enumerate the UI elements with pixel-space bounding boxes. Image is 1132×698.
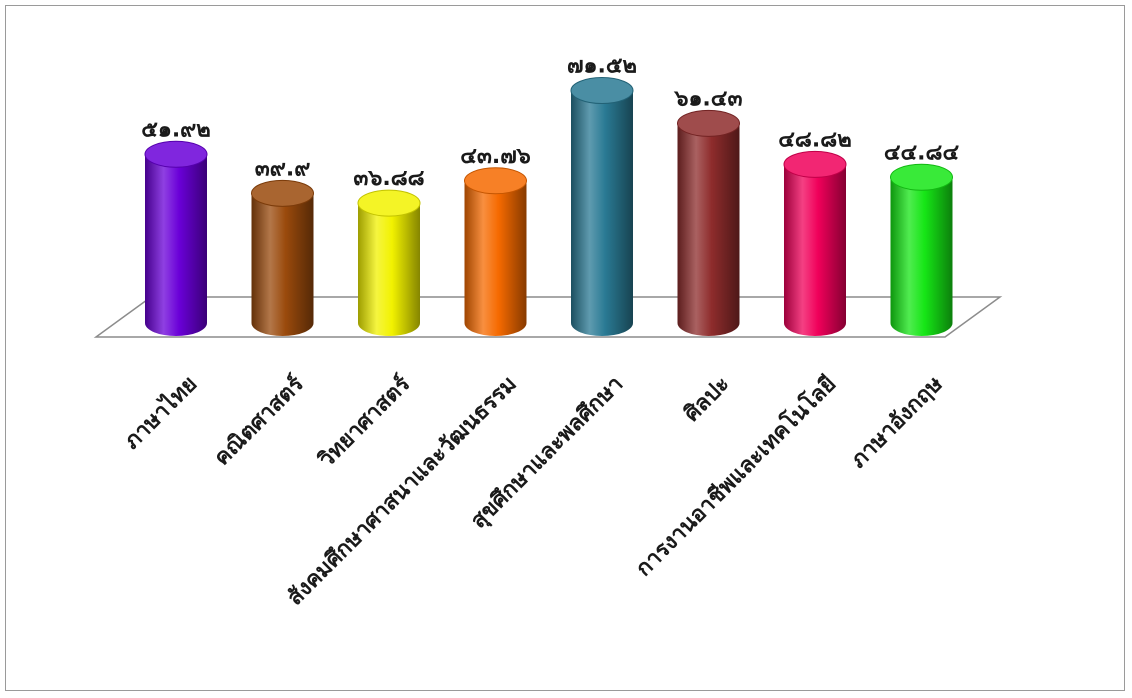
category-label: ภาษาไทย <box>118 370 202 454</box>
bar <box>144 140 208 336</box>
chart-frame <box>5 5 1125 691</box>
bar-body <box>251 193 314 337</box>
bar <box>890 163 953 337</box>
data-label: ๓๙.๙ <box>255 156 311 181</box>
bar-top <box>357 189 421 217</box>
data-label: ๔๔.๘๔ <box>884 140 960 165</box>
bars-group <box>144 77 953 337</box>
bar-top <box>251 179 314 207</box>
category-label: ภาษาอังกฤษ <box>846 371 948 473</box>
bar-top <box>783 150 847 178</box>
data-label: ๓๖.๘๘ <box>353 166 424 191</box>
bar <box>570 77 634 336</box>
data-label: ๔๘.๘๒ <box>778 127 851 152</box>
bar-top <box>890 163 953 191</box>
bar-body <box>890 177 953 337</box>
bar <box>357 189 421 336</box>
category-labels-group: ภาษาไทย คณิตศาสตร์ วิทยาศาสตร์สังคมศึกษาศา… <box>118 370 948 610</box>
bar-body <box>145 154 207 336</box>
category-label: คณิตศาสตร์ <box>209 371 309 471</box>
bar-body <box>358 203 420 336</box>
bar <box>464 167 527 336</box>
data-label: ๕๑.๙๒ <box>141 117 211 142</box>
category-label: วิทยาศาสตร์ <box>313 371 415 473</box>
bar-top <box>570 77 634 105</box>
bar <box>783 150 847 336</box>
bar <box>677 109 740 337</box>
category-label: การงานอาชีพและเทคโนโลยี <box>630 370 841 581</box>
bar-body <box>571 90 633 336</box>
chart-floor <box>93 296 1003 338</box>
bar-body <box>784 164 846 336</box>
data-label: ๖๑.๔๓ <box>674 86 743 111</box>
category-label: ศิลปะ <box>679 372 734 427</box>
bar-top <box>464 167 527 195</box>
bar <box>251 179 314 337</box>
data-label: ๔๓.๗๖ <box>460 144 531 169</box>
bar-body <box>464 180 527 336</box>
bar-top <box>677 109 740 137</box>
data-label: ๗๑.๕๒ <box>567 54 637 79</box>
category-label: สังคมศึกษาศาสนาและวัฒนธรรม <box>283 372 522 611</box>
bar-body <box>677 123 740 337</box>
bar-top <box>144 140 208 168</box>
